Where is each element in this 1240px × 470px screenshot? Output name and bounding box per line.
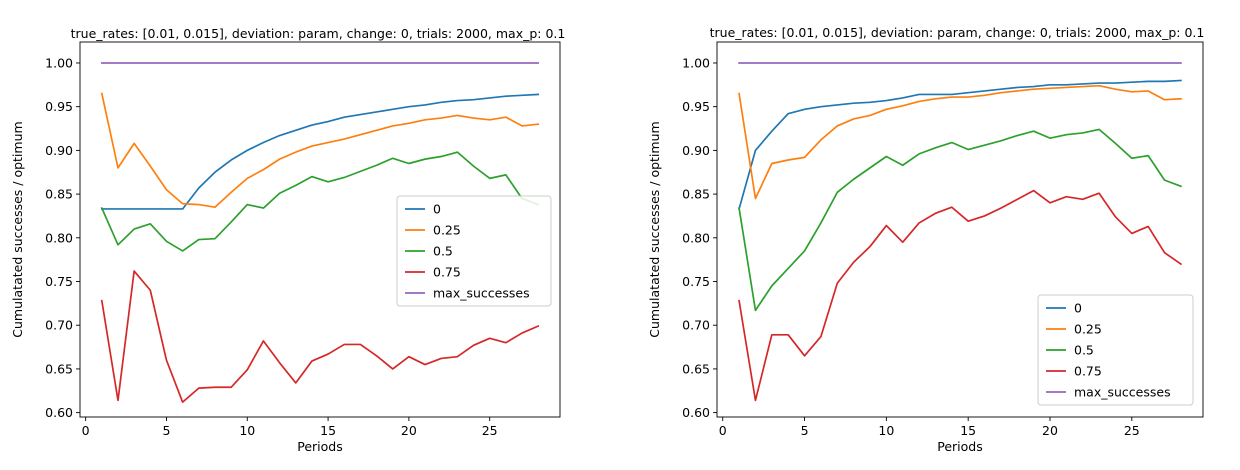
legend-label: max_successes <box>433 286 530 301</box>
y-tick-label: 0.85 <box>682 187 710 202</box>
y-tick-label: 0.75 <box>682 274 710 289</box>
y-tick-label: 0.90 <box>682 143 710 158</box>
x-tick-label: 5 <box>162 423 170 438</box>
x-axis-label: Periods <box>937 439 983 454</box>
y-tick-label: 0.85 <box>45 187 73 202</box>
legend-label: 0.75 <box>1074 364 1102 379</box>
y-tick-label: 0.70 <box>682 318 710 333</box>
series-line-0-75 <box>100 270 540 403</box>
legend-label: 0.25 <box>433 223 461 238</box>
legend-label: 0.5 <box>1074 343 1094 358</box>
x-tick-label: 25 <box>482 423 498 438</box>
x-tick-label: 25 <box>1124 423 1140 438</box>
x-tick-label: 10 <box>239 423 255 438</box>
legend-label: 0 <box>433 202 441 217</box>
y-tick-label: 1.00 <box>45 55 73 70</box>
x-tick-label: 20 <box>401 423 417 438</box>
y-tick-label: 0.65 <box>45 361 73 376</box>
series-line-0-25 <box>738 84 1182 200</box>
y-tick-label: 0.80 <box>682 230 710 245</box>
y-tick-label: 0.80 <box>45 230 73 245</box>
x-axis-label: Periods <box>297 439 343 454</box>
legend: 0 0.25 0.5 0.75 max_successes <box>396 195 552 307</box>
y-tick-label: 0.60 <box>682 405 710 420</box>
plot-frame <box>79 41 561 418</box>
y-tick-label: 0.60 <box>45 405 73 420</box>
y-tick-label: 0.75 <box>45 274 73 289</box>
chart-panel-2: true_rates: [0.01, 0.015], deviation: pa… <box>647 25 1204 454</box>
chart-panel-1: true_rates: [0.01, 0.015], deviation: pa… <box>10 26 565 454</box>
series-line-0-5 <box>100 151 540 252</box>
legend-label: 0.75 <box>433 265 461 280</box>
series-line-0-25 <box>100 92 540 209</box>
y-tick-label: 0.70 <box>45 318 73 333</box>
x-tick-label: 15 <box>960 423 976 438</box>
legend: 0 0.25 0.5 0.75 max_successes <box>1037 294 1194 406</box>
y-axis-label: Cumulatated successes / optimum <box>647 121 662 337</box>
series-line-0-5 <box>738 128 1183 312</box>
x-tick-label: 0 <box>719 423 727 438</box>
chart-title: true_rates: [0.01, 0.015], deviation: pa… <box>71 26 566 41</box>
x-tick-label: 5 <box>801 423 809 438</box>
legend-label: 0.25 <box>1074 322 1102 337</box>
series-line-0 <box>738 79 1182 211</box>
y-tick-label: 0.65 <box>682 361 710 376</box>
legend-label: 0 <box>1074 301 1082 316</box>
x-tick-label: 15 <box>320 423 336 438</box>
series-line-0 <box>100 93 540 210</box>
y-tick-label: 0.95 <box>45 99 73 114</box>
x-tick-label: 20 <box>1042 423 1058 438</box>
chart-title: true_rates: [0.01, 0.015], deviation: pa… <box>710 25 1205 40</box>
y-tick-label: 0.95 <box>682 99 710 114</box>
y-axis-label: Cumulatated successes / optimum <box>10 121 25 337</box>
legend-label: max_successes <box>1074 385 1171 400</box>
y-tick-label: 0.90 <box>45 143 73 158</box>
x-tick-label: 10 <box>878 423 894 438</box>
plot-frame <box>716 41 1204 418</box>
legend-box <box>1037 294 1194 406</box>
legend-label: 0.5 <box>433 244 453 259</box>
legend-box <box>396 195 552 307</box>
series-line-0-75 <box>738 189 1183 402</box>
y-tick-label: 1.00 <box>682 55 710 70</box>
x-tick-label: 0 <box>82 423 90 438</box>
